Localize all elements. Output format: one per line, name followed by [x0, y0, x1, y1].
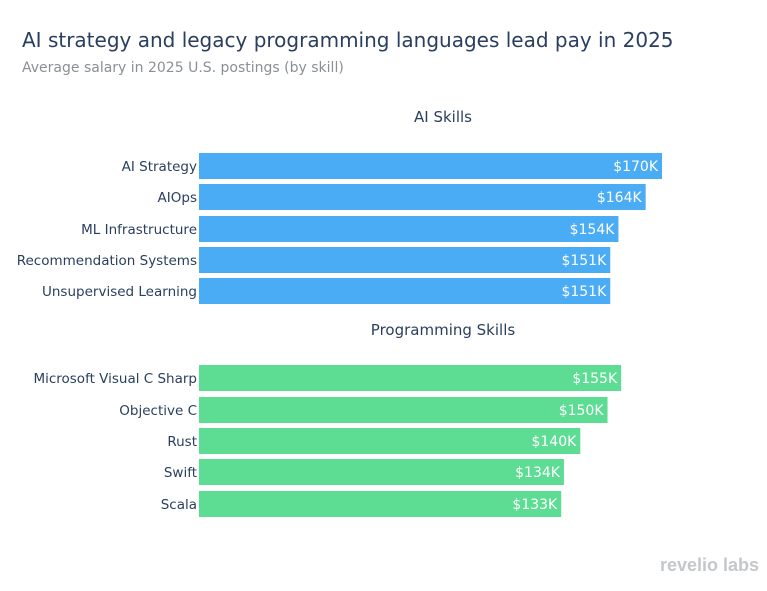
category-label: Objective C — [119, 403, 197, 419]
data-label: $164K — [597, 190, 643, 206]
data-label: $170K — [613, 159, 659, 175]
bar — [199, 247, 611, 273]
bar — [199, 184, 646, 210]
data-label: $154K — [570, 222, 616, 238]
category-label: Microsoft Visual C Sharp — [33, 371, 197, 387]
bar — [199, 365, 622, 391]
data-label: $155K — [572, 371, 618, 387]
data-label: $140K — [531, 434, 577, 450]
bar — [199, 428, 581, 454]
data-label: $150K — [559, 403, 605, 419]
category-label: AIOps — [158, 190, 197, 206]
category-label: Swift — [164, 465, 197, 481]
chart-subtitle: Average salary in 2025 U.S. postings (by… — [22, 60, 344, 76]
data-label: $151K — [561, 284, 607, 300]
category-label: AI Strategy — [122, 159, 197, 175]
bar — [199, 459, 564, 485]
data-label: $134K — [515, 465, 561, 481]
subplot-title: Programming Skills — [371, 321, 516, 339]
data-label: $151K — [561, 253, 607, 269]
chart-title: AI strategy and legacy programming langu… — [22, 28, 674, 52]
revelio-labs-logo: revelio labs — [659, 555, 759, 575]
category-label: Recommendation Systems — [17, 253, 197, 269]
bar — [199, 153, 662, 179]
bar — [199, 397, 608, 423]
category-label: Unsupervised Learning — [42, 284, 197, 300]
category-label: Rust — [167, 434, 197, 450]
data-label: $133K — [512, 497, 558, 513]
bar — [199, 491, 562, 517]
subplot-title: AI Skills — [414, 108, 472, 126]
category-label: ML Infrastructure — [81, 222, 197, 238]
bar — [199, 278, 611, 304]
bar — [199, 216, 619, 242]
category-label: Scala — [161, 497, 197, 513]
